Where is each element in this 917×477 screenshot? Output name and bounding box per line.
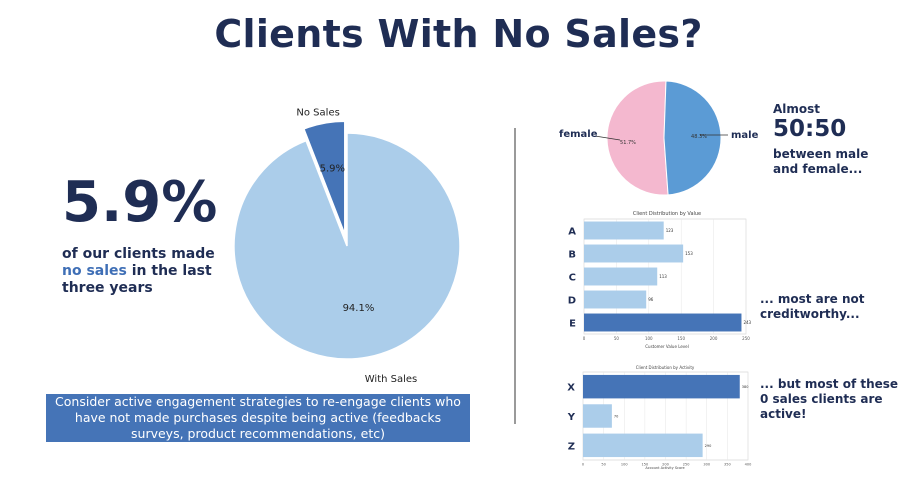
x-tick-label: 100 [645, 336, 653, 341]
category-label: A [568, 227, 576, 238]
x-tick-label: 400 [745, 463, 752, 467]
pie-slice-with-sales [233, 132, 461, 360]
x-tick-label: 150 [642, 463, 649, 467]
category-label: D [568, 296, 576, 307]
x-tick-label: 0 [582, 463, 584, 467]
desc-text-pre: of our clients made [62, 246, 215, 262]
value-label: 380 [742, 385, 749, 389]
category-label: B [568, 250, 576, 261]
value-label: 70 [614, 415, 618, 419]
pie-slice-no-sales [302, 120, 346, 235]
x-tick-label: 250 [742, 336, 750, 341]
bar-z [583, 433, 703, 458]
chart-title: Client Distribution by Value [633, 211, 701, 217]
bar-d [584, 290, 647, 309]
bar-y [583, 404, 612, 428]
pie-pct-with-sales: 94.1% [343, 303, 375, 314]
note-almost: Almost [773, 102, 821, 116]
x-tick-label: 50 [601, 463, 605, 467]
vertical-divider [514, 128, 516, 424]
bar-b [584, 244, 684, 263]
x-tick-label: 200 [710, 336, 718, 341]
gender-pie-chart: female male 51.7% 48.3% [559, 80, 759, 196]
x-tick-label: 0 [583, 336, 586, 341]
x-tick-label: 150 [677, 336, 685, 341]
bar-a [584, 221, 664, 240]
chart-title: Client Distribution by Activity [636, 365, 695, 370]
note-fifty-fifty: 50:50 [773, 116, 847, 142]
x-tick-label: 250 [683, 463, 690, 467]
category-label: E [569, 319, 576, 330]
page-title: Clients With No Sales? [214, 12, 703, 56]
category-label: Y [567, 412, 576, 423]
value-bar-chart: Client Distribution by Value Customer Va… [568, 211, 752, 349]
bar-e [584, 313, 742, 332]
x-tick-label: 300 [703, 463, 710, 467]
x-axis-label: Customer Value Level [645, 344, 689, 349]
pie-label-male: male [731, 130, 759, 141]
x-axis-label: Account Activity Score [645, 466, 684, 470]
activity-bar-chart: Client Distribution by Activity Account … [567, 365, 752, 470]
value-label: 96 [648, 297, 654, 302]
pie-label-with-sales: With Sales [365, 374, 418, 385]
bar-x [583, 374, 740, 399]
note-between: between male and female... [773, 147, 869, 176]
female-leader-line [594, 135, 621, 141]
pie-pct-female: 51.7% [620, 140, 636, 146]
x-tick-label: 100 [621, 463, 628, 467]
bar-c [584, 267, 658, 286]
pie-slice-female [606, 80, 669, 196]
value-label: 123 [666, 228, 674, 233]
no-sales-pie-chart: No Sales With Sales 5.9% 94.1% [233, 107, 461, 385]
category-label: X [567, 383, 575, 394]
category-label: Z [568, 441, 575, 452]
x-tick-label: 350 [724, 463, 731, 467]
pie-label-female: female [559, 129, 598, 140]
category-label: C [569, 273, 576, 284]
pie-label-no-sales: No Sales [296, 107, 339, 118]
recommendation-banner: Consider active engagement strategies to… [46, 394, 470, 442]
headline-description: of our clients made no sales in the last… [62, 246, 232, 297]
x-tick-label: 50 [614, 336, 620, 341]
value-label: 153 [685, 251, 693, 256]
headline-percentage: 5.9% [62, 170, 218, 235]
pie-pct-no-sales: 5.9% [320, 164, 345, 175]
value-label: 243 [743, 320, 751, 325]
value-label: 113 [659, 274, 667, 279]
note-creditworthy: ... most are not creditworthy... [760, 292, 865, 321]
note-active: ... but most of these 0 sales clients ar… [760, 377, 899, 421]
desc-highlight: no sales [62, 263, 127, 279]
x-tick-label: 200 [662, 463, 669, 467]
pie-pct-male: 48.3% [691, 134, 707, 140]
pie-slice-male [663, 80, 722, 196]
desc-text-post: in the last three years [62, 263, 212, 296]
value-label: 290 [705, 444, 712, 448]
